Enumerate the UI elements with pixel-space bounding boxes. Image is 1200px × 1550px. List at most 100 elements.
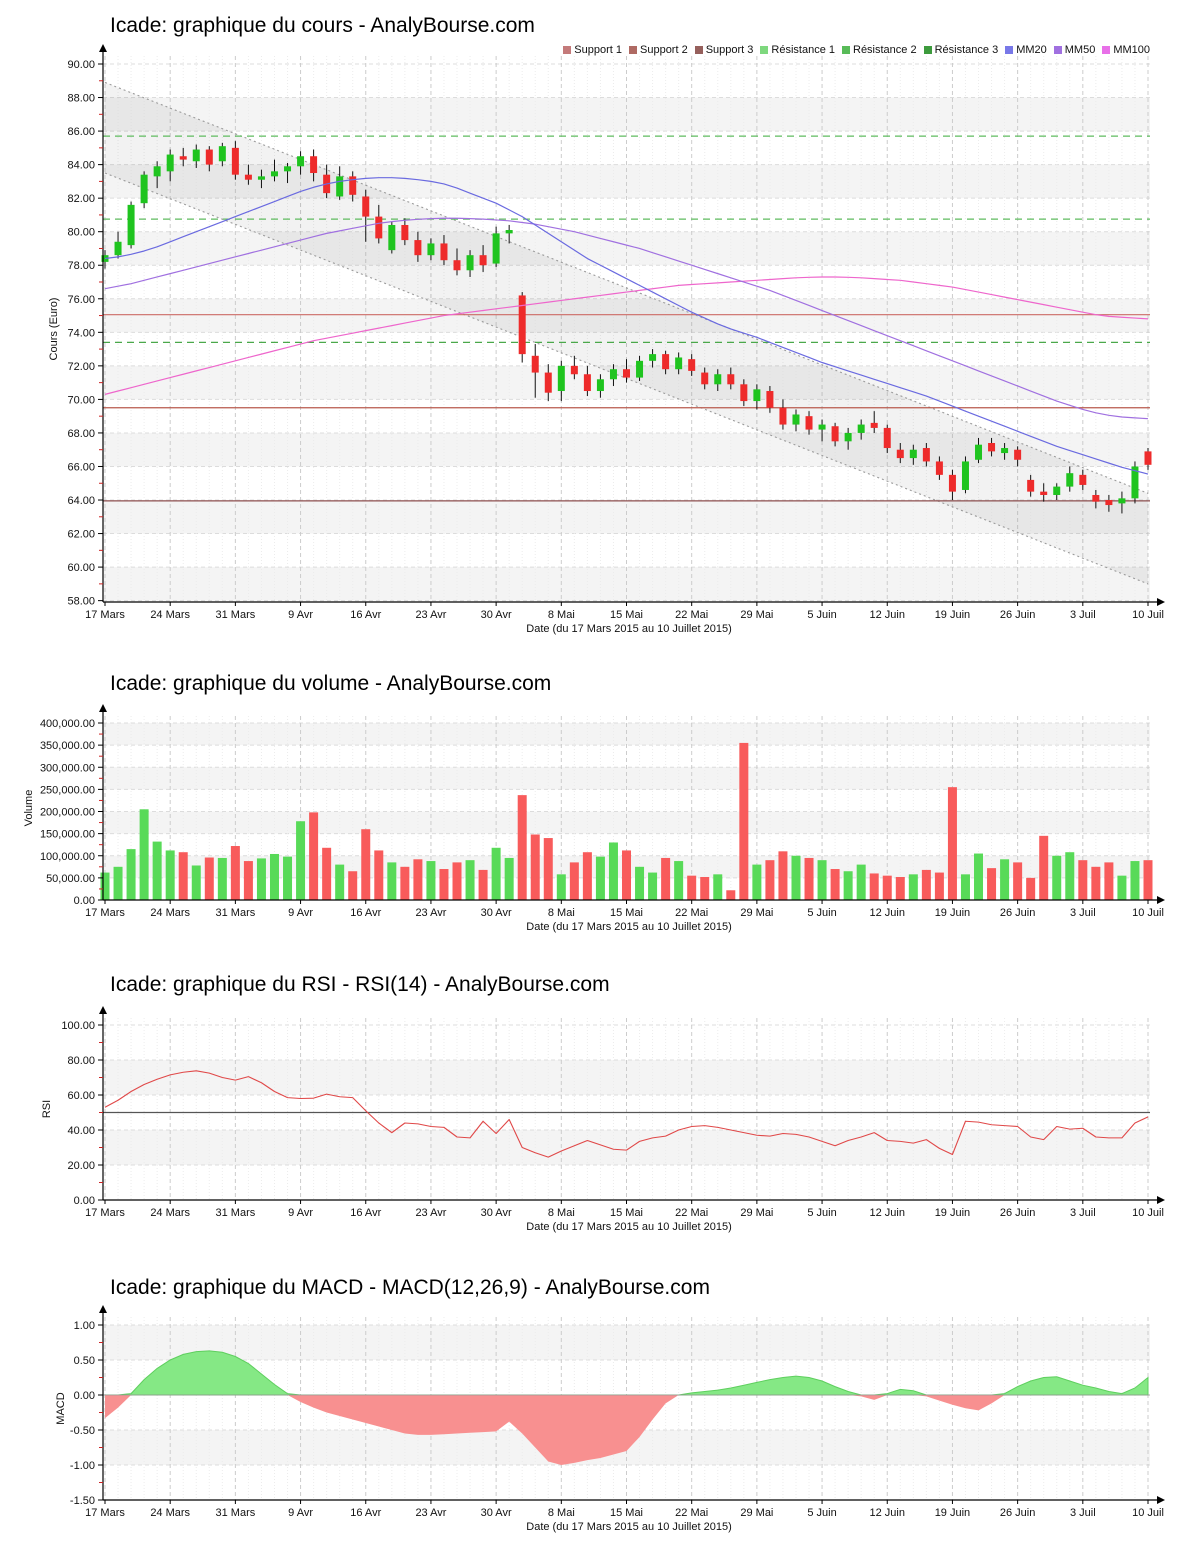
- macd-chart: -1.50 -1.00 -0.50 0.00 0.50 1.00 17 Mars 24 Mar…: [55, 1305, 1165, 1533]
- macd-chart-title: Icade: graphique du MACD - MACD(12,26,9)…: [110, 1276, 710, 1299]
- svg-text:8 Mai: 8 Mai: [548, 1507, 575, 1519]
- svg-text:58.00: 58.00: [67, 596, 95, 608]
- svg-text:30 Avr: 30 Avr: [481, 1207, 512, 1219]
- svg-text:30 Avr: 30 Avr: [481, 1507, 512, 1519]
- svg-text:29 Mai: 29 Mai: [740, 609, 773, 621]
- svg-text:15 Mai: 15 Mai: [610, 1207, 643, 1219]
- svg-text:17 Mars: 17 Mars: [85, 609, 125, 621]
- svg-text:-0.50: -0.50: [70, 1425, 95, 1437]
- svg-text:24 Mars: 24 Mars: [150, 1507, 190, 1519]
- svg-text:31 Mars: 31 Mars: [216, 907, 256, 919]
- svg-text:23 Avr: 23 Avr: [415, 907, 446, 919]
- svg-text:19 Juin: 19 Juin: [935, 1207, 970, 1219]
- svg-text:62.00: 62.00: [67, 529, 95, 541]
- svg-text:Date (du 17 Mars 2015 au 10 Ju: Date (du 17 Mars 2015 au 10 Juillet 2015…: [526, 623, 731, 635]
- svg-text:19 Juin: 19 Juin: [935, 609, 970, 621]
- svg-text:200,000.00: 200,000.00: [40, 807, 95, 819]
- svg-text:3 Juil: 3 Juil: [1070, 1507, 1096, 1519]
- legend-item: Résistance 3: [923, 44, 999, 56]
- svg-text:8 Mai: 8 Mai: [548, 1207, 575, 1219]
- svg-text:17 Mars: 17 Mars: [85, 1207, 125, 1219]
- svg-text:24 Mars: 24 Mars: [150, 1207, 190, 1219]
- svg-text:30 Avr: 30 Avr: [481, 609, 512, 621]
- svg-text:26 Juin: 26 Juin: [1000, 609, 1035, 621]
- legend-swatch-icon: [629, 46, 637, 54]
- svg-text:40.00: 40.00: [67, 1125, 95, 1137]
- svg-text:26 Juin: 26 Juin: [1000, 907, 1035, 919]
- svg-text:23 Avr: 23 Avr: [415, 1507, 446, 1519]
- svg-text:12 Juin: 12 Juin: [870, 907, 905, 919]
- svg-text:24 Mars: 24 Mars: [150, 609, 190, 621]
- svg-text:300,000.00: 300,000.00: [40, 762, 95, 774]
- svg-text:12 Juin: 12 Juin: [870, 1207, 905, 1219]
- legend-label: Résistance 3: [934, 44, 999, 56]
- legend-item: MM50: [1053, 44, 1096, 56]
- svg-text:5 Juin: 5 Juin: [807, 907, 836, 919]
- svg-text:26 Juin: 26 Juin: [1000, 1507, 1035, 1519]
- legend-swatch-icon: [694, 46, 703, 54]
- svg-text:16 Avr: 16 Avr: [350, 1207, 381, 1219]
- svg-text:30 Avr: 30 Avr: [481, 907, 512, 919]
- svg-text:9 Avr: 9 Avr: [288, 609, 313, 621]
- price-chart: 58.00 60.00 62.00 64.00 66.00 68.00 70.00 72.00…: [48, 44, 1165, 635]
- legend-item: Résistance 2: [842, 44, 917, 56]
- legend-label: Résistance 1: [771, 44, 835, 56]
- svg-text:3 Juil: 3 Juil: [1070, 609, 1096, 621]
- svg-text:68.00: 68.00: [67, 428, 95, 440]
- legend-swatch-icon: [1005, 46, 1014, 54]
- svg-text:5 Juin: 5 Juin: [807, 1507, 836, 1519]
- svg-text:9 Avr: 9 Avr: [288, 1507, 313, 1519]
- svg-text:22 Mai: 22 Mai: [675, 1507, 708, 1519]
- svg-text:88.00: 88.00: [67, 93, 95, 105]
- svg-text:10 Juil: 10 Juil: [1132, 1207, 1164, 1219]
- svg-text:RSI: RSI: [41, 1100, 53, 1118]
- svg-text:31 Mars: 31 Mars: [216, 1207, 256, 1219]
- svg-text:Date (du 17 Mars 2015 au 10 Ju: Date (du 17 Mars 2015 au 10 Juillet 2015…: [526, 1521, 731, 1533]
- svg-text:10 Juil: 10 Juil: [1132, 609, 1164, 621]
- svg-text:16 Avr: 16 Avr: [350, 907, 381, 919]
- svg-text:100,000.00: 100,000.00: [40, 851, 95, 863]
- svg-text:8 Mai: 8 Mai: [548, 907, 575, 919]
- legend-item: Support 2: [629, 44, 688, 56]
- svg-text:15 Mai: 15 Mai: [610, 609, 643, 621]
- svg-text:90.00: 90.00: [67, 59, 95, 71]
- svg-text:MACD: MACD: [55, 1392, 67, 1424]
- svg-text:3 Juil: 3 Juil: [1070, 1207, 1096, 1219]
- legend-item: MM20: [1005, 44, 1047, 56]
- svg-text:64.00: 64.00: [67, 495, 95, 507]
- svg-text:24 Mars: 24 Mars: [150, 907, 190, 919]
- svg-text:150,000.00: 150,000.00: [40, 829, 95, 841]
- svg-text:80.00: 80.00: [67, 227, 95, 239]
- svg-text:0.00: 0.00: [74, 1390, 95, 1402]
- svg-text:Volume: Volume: [23, 790, 35, 827]
- legend-swatch-icon: [563, 46, 572, 54]
- svg-text:350,000.00: 350,000.00: [40, 740, 95, 752]
- svg-text:16 Avr: 16 Avr: [350, 609, 381, 621]
- volume-chart-title: Icade: graphique du volume - AnalyBourse…: [110, 672, 552, 695]
- svg-text:60.00: 60.00: [67, 562, 95, 574]
- legend-label: Support 1: [574, 44, 622, 56]
- svg-text:100.00: 100.00: [61, 1020, 95, 1032]
- svg-text:50,000.00: 50,000.00: [46, 873, 95, 885]
- svg-text:10 Juil: 10 Juil: [1132, 907, 1164, 919]
- volume-chart: 0.00 50,000.00 100,000.00 150,000.00 200,000…: [23, 704, 1165, 933]
- legend-label: MM50: [1064, 44, 1096, 56]
- legend: Support 1 Support 2 Support 3 Résistance 1 R…: [563, 44, 1150, 56]
- svg-text:80.00: 80.00: [67, 1055, 95, 1067]
- svg-text:17 Mars: 17 Mars: [85, 907, 125, 919]
- svg-text:12 Juin: 12 Juin: [870, 609, 905, 621]
- svg-text:19 Juin: 19 Juin: [935, 907, 970, 919]
- svg-text:10 Juil: 10 Juil: [1132, 1507, 1164, 1519]
- svg-text:60.00: 60.00: [67, 1090, 95, 1102]
- svg-text:Cours (Euro): Cours (Euro): [48, 298, 60, 361]
- svg-text:22 Mai: 22 Mai: [675, 907, 708, 919]
- svg-text:78.00: 78.00: [67, 260, 95, 272]
- svg-text:9 Avr: 9 Avr: [288, 1207, 313, 1219]
- svg-text:19 Juin: 19 Juin: [935, 1507, 970, 1519]
- svg-text:22 Mai: 22 Mai: [675, 1207, 708, 1219]
- svg-text:15 Mai: 15 Mai: [610, 907, 643, 919]
- svg-text:29 Mai: 29 Mai: [740, 907, 773, 919]
- svg-text:0.00: 0.00: [74, 1195, 95, 1207]
- legend-swatch-icon: [1102, 46, 1111, 54]
